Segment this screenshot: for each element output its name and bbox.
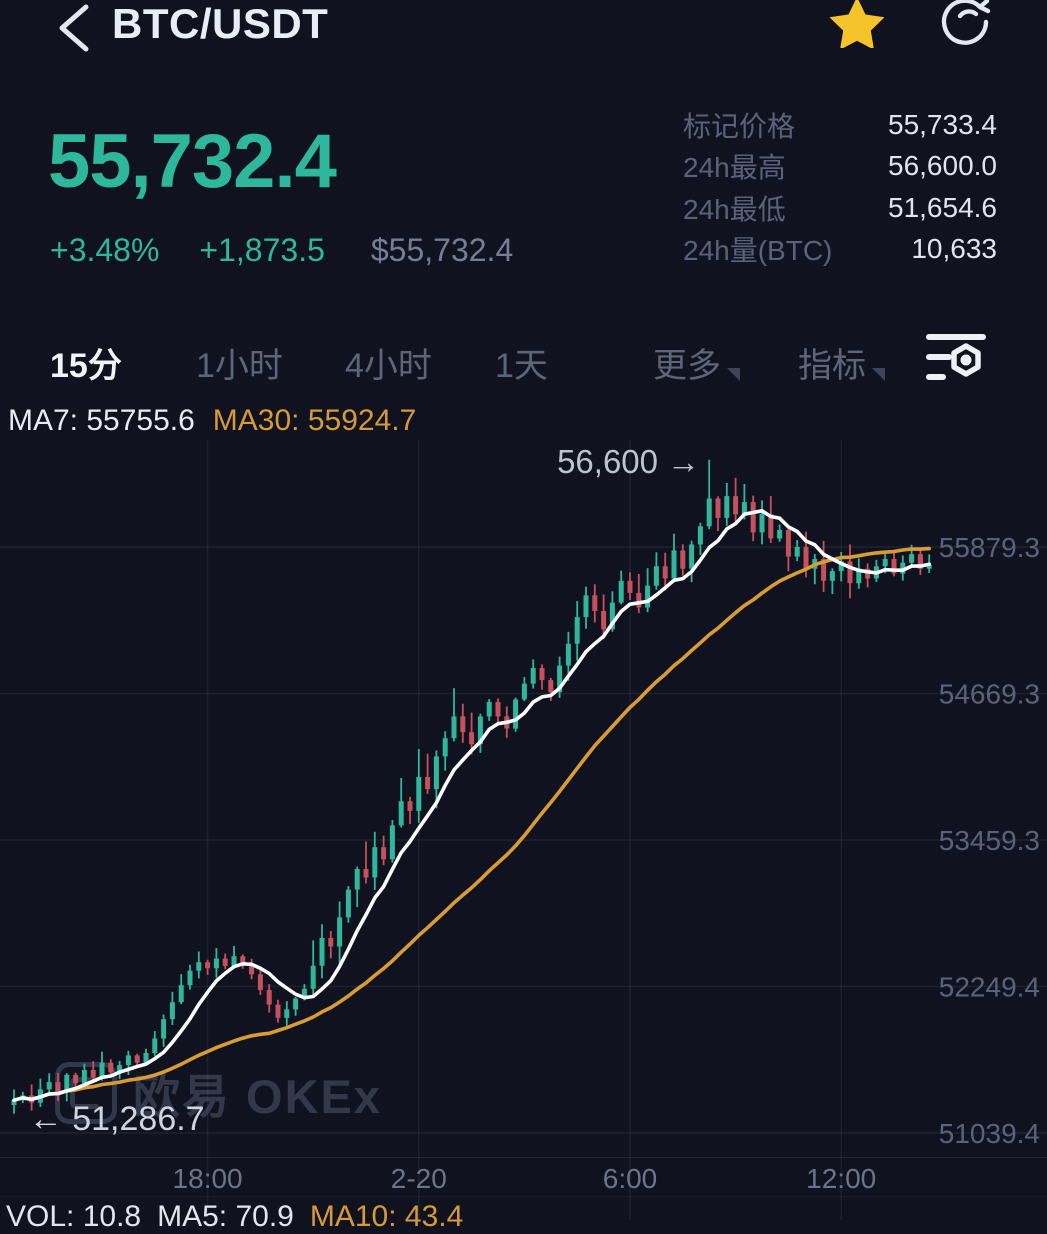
stat-value: 51,654.6	[888, 191, 997, 223]
stat-value: 55,733.4	[888, 108, 997, 140]
dropdown-caret-icon	[727, 368, 740, 381]
ma30-value: MA30: 55924.7	[212, 404, 417, 437]
svg-text:51039.4: 51039.4	[939, 1118, 1040, 1149]
stats-panel: 标记价格 55,733.4 24h最高 56,600.0 24h最低 51,654.6 24…	[683, 104, 997, 270]
dropdown-caret-icon	[872, 368, 885, 381]
svg-text:56,600 →: 56,600 →	[557, 443, 700, 480]
last-price: 55,732.4	[48, 119, 337, 204]
stat-label: 标记价格	[683, 110, 796, 142]
tab-1天[interactable]: 1天	[495, 347, 548, 385]
time-label-2-20: 2-20	[390, 1163, 447, 1194]
stat-row-0: 标记价格 55,733.4	[683, 104, 997, 146]
stat-label: 24h量(BTC)	[683, 235, 833, 267]
change-absolute: +1,873.5	[199, 232, 325, 268]
tab-4小时[interactable]: 4小时	[345, 347, 432, 385]
stat-row-1: 24h最高 56,600.0	[683, 146, 997, 188]
ma7-value: MA7: 55755.6	[8, 404, 195, 437]
time-label-12:00: 12:00	[806, 1163, 877, 1194]
svg-text:52249.4: 52249.4	[939, 972, 1040, 1003]
tab-1小时[interactable]: 1小时	[196, 347, 283, 385]
timeframe-toolbar: 15分 1小时 4小时 1天 更多 指标	[0, 332, 1047, 388]
tab-15分[interactable]: 15分	[50, 347, 122, 385]
change-percent: +3.48%	[50, 232, 160, 268]
candlestick-canvas[interactable]: 56,600 → ← 51,286.7 55879.3 54669.3 53459.3 5…	[0, 440, 1047, 1220]
stat-value: 56,600.0	[888, 150, 997, 182]
vol-ma10-value: MA10: 43.4	[309, 1200, 464, 1233]
fiat-value: $55,732.4	[370, 232, 514, 268]
svg-text:54669.3: 54669.3	[939, 679, 1040, 710]
axis-separator	[0, 1157, 1047, 1158]
change-row: +3.48% +1,873.5 $55,732.4	[50, 232, 513, 269]
stat-row-2: 24h最低 51,654.6	[683, 187, 997, 229]
stat-label: 24h最低	[683, 193, 786, 225]
volume-indicator-row: VOL: 10.8 MA5: 70.9 MA10: 43.4	[6, 1200, 463, 1234]
svg-text:← 51,286.7: ← 51,286.7	[29, 1100, 205, 1138]
pair-title: BTC/USDT	[112, 0, 329, 47]
price-chart[interactable]: 欧易 OKEx 56,600 → ← 51,286.7 55879.3 54669.3…	[0, 440, 1047, 1220]
volume-separator	[0, 1196, 1047, 1197]
time-label-6:00: 6:00	[602, 1163, 658, 1194]
time-axis: 18:00 2-20 6:00 12:00	[0, 1163, 1047, 1195]
refresh-icon[interactable]	[936, 0, 996, 50]
tab-指标[interactable]: 指标	[798, 338, 885, 387]
svg-text:55879.3: 55879.3	[939, 532, 1040, 563]
stat-label: 24h最高	[683, 152, 786, 184]
vol-value: VOL: 10.8	[6, 1200, 142, 1233]
ma-indicator-row: MA7: 55755.6 MA30: 55924.7	[8, 404, 416, 438]
vol-ma5-value: MA5: 70.9	[157, 1200, 294, 1233]
tab-更多[interactable]: 更多	[653, 338, 740, 387]
header: BTC/USDT	[0, 0, 1047, 60]
svg-text:53459.3: 53459.3	[939, 825, 1040, 856]
stat-row-3: 24h量(BTC) 10,633	[683, 229, 997, 271]
stat-value: 10,633	[911, 233, 997, 265]
back-icon[interactable]	[52, 2, 96, 54]
time-label-18:00: 18:00	[172, 1163, 243, 1194]
favorite-star-icon[interactable]	[820, 0, 894, 48]
watermark-text: 欧易 OKEx	[133, 1070, 383, 1123]
indicator-settings-icon[interactable]	[922, 332, 990, 388]
